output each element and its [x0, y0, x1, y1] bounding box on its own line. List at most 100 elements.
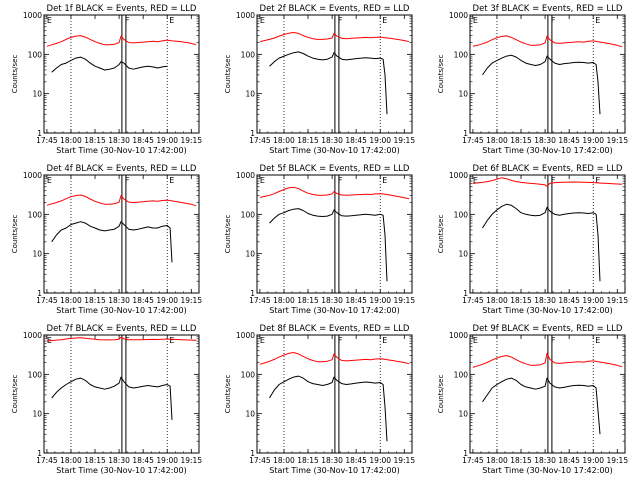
x-tick-label: 19:00 — [369, 136, 391, 145]
lld-series-line — [472, 35, 623, 48]
y-axis-label: Counts/sec — [11, 375, 19, 414]
x-tick-label: 17:45 — [249, 456, 271, 465]
plot-frame — [256, 334, 413, 454]
x-tick-label: 18:00 — [60, 136, 82, 145]
x-tick-label: 18:15 — [297, 456, 319, 465]
y-tick-label: 1 — [463, 289, 468, 298]
y-tick-label: 100 — [454, 210, 469, 219]
x-tick-label: 19:00 — [369, 456, 391, 465]
event-marker-label: F — [125, 176, 130, 185]
x-axis-label: Start Time (30-Nov-10 17:42:00) — [56, 146, 186, 155]
x-tick-label: 18:00 — [486, 136, 508, 145]
event-marker-label: F — [338, 336, 343, 345]
x-tick-label: 18:45 — [345, 296, 367, 305]
y-tick-label: 10 — [245, 250, 255, 259]
panel-title: Det 6f BLACK = Events, RED = LLD — [473, 164, 623, 174]
y-axis-label: Counts/sec — [224, 55, 232, 94]
detector-panel: Det 2f BLACK = Events, RED = LLD Counts/s… — [224, 4, 415, 155]
y-tick-label: 1 — [250, 289, 255, 298]
x-axis-label: Start Time (30-Nov-10 17:42:00) — [56, 466, 186, 475]
event-marker-label: F — [551, 176, 556, 185]
y-tick-label: 1 — [37, 449, 42, 458]
x-tick-label: 17:45 — [36, 296, 58, 305]
x-tick-label: 18:15 — [297, 136, 319, 145]
event-marker-label: E — [47, 16, 52, 25]
x-tick-label: 19:15 — [180, 456, 202, 465]
panel-title: Det 1f BLACK = Events, RED = LLD — [47, 4, 197, 14]
panel-title: Det 8f BLACK = Events, RED = LLD — [260, 324, 410, 334]
lld-series-line — [46, 336, 197, 342]
event-marker-label: E — [595, 336, 600, 345]
y-tick-label: 10 — [245, 90, 255, 99]
plot-frame — [469, 334, 626, 454]
x-tick-label: 17:45 — [249, 296, 271, 305]
detector-panel: Det 5f BLACK = Events, RED = LLD Counts/s… — [224, 164, 415, 315]
x-tick-label: 17:45 — [462, 136, 484, 145]
events-series-line — [482, 54, 601, 115]
x-tick-label: 18:45 — [345, 456, 367, 465]
x-tick-label: 18:45 — [558, 296, 580, 305]
event-marker-label: E — [595, 176, 600, 185]
x-tick-label: 18:45 — [345, 136, 367, 145]
y-tick-label: 1000 — [236, 331, 255, 340]
detector-panel: Det 4f BLACK = Events, RED = LLD Counts/s… — [11, 164, 202, 315]
y-tick-label: 1 — [463, 129, 468, 138]
y-tick-label: 1000 — [449, 171, 468, 180]
y-tick-label: 1000 — [449, 331, 468, 340]
x-tick-label: 18:30 — [108, 296, 130, 305]
lld-series-line — [259, 32, 410, 43]
x-axis-label: Start Time (30-Nov-10 17:42:00) — [56, 306, 186, 315]
x-tick-label: 19:15 — [393, 456, 415, 465]
y-tick-label: 10 — [32, 90, 42, 99]
x-axis-label: Start Time (30-Nov-10 17:42:00) — [269, 306, 399, 315]
x-tick-label: 18:45 — [132, 456, 154, 465]
y-tick-label: 10 — [245, 410, 255, 419]
detector-panel: Det 7f BLACK = Events, RED = LLD Counts/s… — [11, 324, 202, 475]
y-tick-label: 10 — [32, 410, 42, 419]
x-tick-label: 19:00 — [582, 456, 604, 465]
y-axis-label: Counts/sec — [11, 55, 19, 94]
x-tick-label: 19:15 — [393, 296, 415, 305]
lld-series-line — [46, 35, 197, 47]
y-axis-label: Counts/sec — [224, 375, 232, 414]
plot-frame — [43, 14, 200, 134]
y-tick-label: 1000 — [449, 11, 468, 20]
x-tick-label: 18:00 — [486, 296, 508, 305]
y-tick-label: 1000 — [23, 171, 42, 180]
x-tick-label: 18:45 — [132, 136, 154, 145]
plot-frame — [469, 14, 626, 134]
event-marker-label: E — [382, 176, 387, 185]
x-tick-label: 19:15 — [393, 136, 415, 145]
x-tick-label: 19:15 — [180, 136, 202, 145]
x-tick-label: 18:30 — [321, 456, 343, 465]
x-tick-label: 17:45 — [36, 456, 58, 465]
plot-frame — [256, 14, 413, 134]
x-tick-label: 17:45 — [462, 456, 484, 465]
x-axis-label: Start Time (30-Nov-10 17:42:00) — [269, 146, 399, 155]
x-tick-label: 18:30 — [108, 136, 130, 145]
y-tick-label: 100 — [28, 50, 43, 59]
y-axis-label: Counts/sec — [437, 215, 445, 254]
x-tick-label: 18:30 — [321, 136, 343, 145]
event-marker-label: F — [338, 16, 343, 25]
event-marker-label: E — [260, 336, 265, 345]
y-tick-label: 100 — [28, 370, 43, 379]
x-tick-label: 18:30 — [108, 456, 130, 465]
event-marker-label: E — [260, 176, 265, 185]
event-marker-label: E — [473, 176, 478, 185]
y-tick-label: 1000 — [23, 11, 42, 20]
x-tick-label: 18:00 — [60, 456, 82, 465]
x-tick-label: 18:30 — [321, 296, 343, 305]
x-tick-label: 19:00 — [582, 136, 604, 145]
plot-frame — [43, 334, 200, 454]
event-marker-label: E — [169, 16, 174, 25]
x-tick-label: 18:30 — [534, 456, 556, 465]
events-series-line — [482, 203, 601, 282]
y-tick-label: 100 — [28, 210, 43, 219]
x-axis-label: Start Time (30-Nov-10 17:42:00) — [482, 146, 612, 155]
x-tick-label: 18:15 — [510, 136, 532, 145]
x-tick-label: 17:45 — [249, 136, 271, 145]
y-tick-label: 1 — [37, 289, 42, 298]
detector-panel: Det 9f BLACK = Events, RED = LLD Counts/s… — [437, 324, 628, 475]
events-series-line — [51, 221, 173, 263]
